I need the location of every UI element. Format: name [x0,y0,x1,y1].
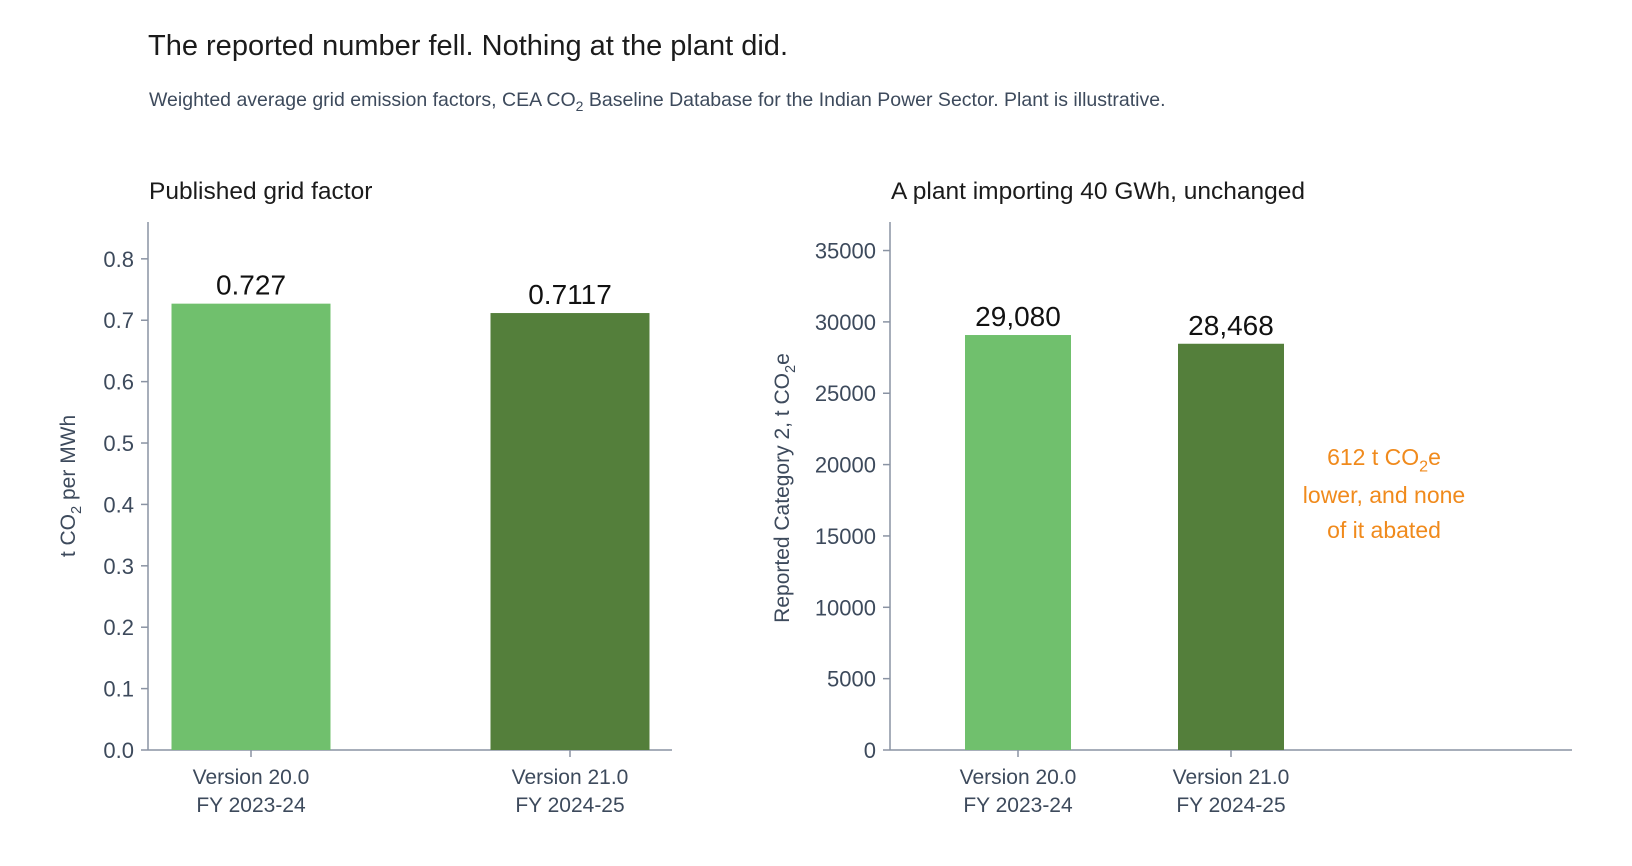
bar-value-label: 0.7117 [528,279,612,310]
y-tick-label: 25000 [815,381,876,406]
bar-value-label: 0.727 [216,270,286,301]
page-subtitle: Weighted average grid emission factors, … [149,89,1166,114]
y-tick-label: 0.3 [103,554,134,579]
subtitle-subscript: 2 [575,97,584,114]
subtitle-text-post: Baseline Database for the Indian Power S… [583,89,1166,111]
chart-panel-2: A plant importing 40 GWh, unchanged 0 5000… [771,178,1572,817]
page-title: The reported number fell. Nothing at the… [148,30,788,62]
bar [171,303,331,750]
x-tick-label: FY 2023-24 [963,794,1073,817]
y-tick-label: 0.1 [103,677,134,702]
y-tick-label: 0.0 [103,738,134,763]
y-tick-label: 0.7 [103,308,134,333]
y-tick-label: 0.5 [103,431,134,456]
x-tick-label: FY 2023-24 [196,794,306,817]
y-tick-label: 35000 [815,239,876,264]
y-tick-label: 15000 [815,524,876,549]
y-tick-label: 0 [864,738,876,763]
subtitle-text-pre: Weighted average grid emission factors, … [149,89,576,111]
x-tick-label: FY 2024-25 [515,794,624,817]
bar [965,335,1071,750]
y-tick-label: 0.6 [103,370,134,395]
y-tick-label: 10000 [815,595,876,620]
y-tick-label: 0.2 [103,615,134,640]
x-tick-label: FY 2024-25 [1176,794,1285,817]
x-tick-label: Version 20.0 [193,766,310,789]
bar [490,313,650,750]
annotation-line: of it abated [1327,517,1441,543]
panel-title: Published grid factor [149,178,372,205]
chart-panel-1: Published grid factor 0.0 0.1 0.2 0.3 0.4 0.5 0… [57,178,672,817]
panel-title: A plant importing 40 GWh, unchanged [891,178,1305,205]
bar [1178,343,1284,750]
y-tick-label: 20000 [815,453,876,478]
x-tick-label: Version 21.0 [1173,766,1290,789]
y-tick-label: 0.4 [103,492,134,517]
y-tick-label: 0.8 [103,247,134,272]
y-tick-label: 5000 [827,667,876,692]
annotation-line: 612 t CO2e [1327,444,1441,475]
y-axis-title: t CO2 per MWh [57,415,85,557]
bar-value-label: 28,468 [1188,310,1274,341]
y-axis-title: Reported Category 2, t CO2e [771,353,799,623]
x-tick-label: Version 21.0 [512,766,629,789]
annotation-line: lower, and none [1303,482,1465,508]
bar-value-label: 29,080 [975,301,1061,332]
y-tick-label: 30000 [815,310,876,335]
x-tick-label: Version 20.0 [960,766,1077,789]
